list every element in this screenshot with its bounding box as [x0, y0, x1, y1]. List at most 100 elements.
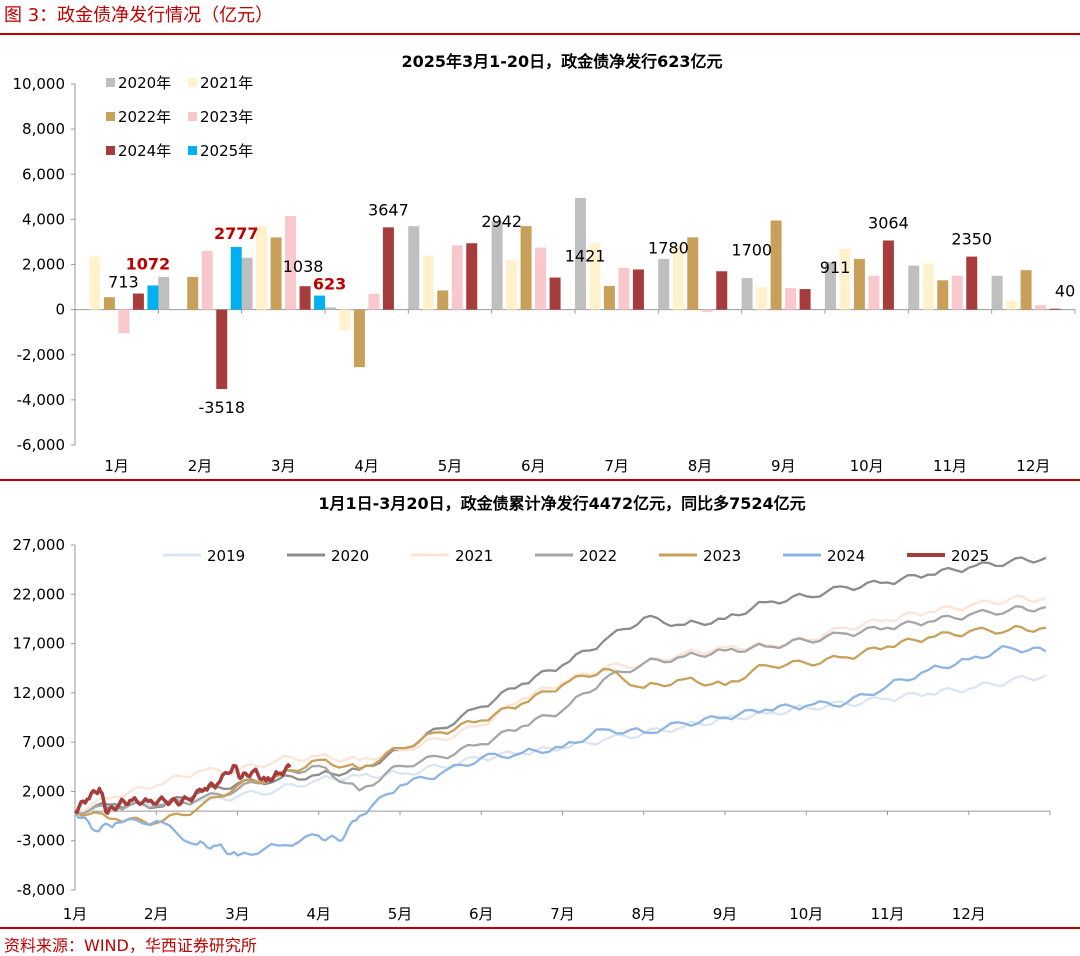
bar-legend-swatch [106, 78, 115, 87]
line-chart-legend: 2019 2020 2021 2022 2023 2024 2025 [163, 547, 989, 565]
bar-2023年-5月 [451, 245, 463, 310]
bar-2020年-3月 [241, 257, 253, 310]
bar-data-label: 3647 [368, 200, 409, 219]
line-legend-label: 2019 [207, 547, 245, 565]
line-x-tick-label: 3月 [225, 905, 250, 923]
bar-x-tick-label: 11月 [933, 457, 967, 475]
line-x-tick-label: 6月 [469, 905, 494, 923]
bar-2024年-11月 [966, 256, 978, 310]
series-line-2025 [74, 763, 292, 815]
middle-rule [0, 479, 1080, 481]
bar-2024年-1月 [132, 293, 144, 310]
bottom-rule [0, 927, 1080, 929]
bar-data-label: 2777 [214, 224, 259, 243]
bar-2024年-4月 [382, 227, 394, 310]
bar-2021年-6月 [506, 259, 518, 310]
bar-legend-swatch [188, 112, 197, 121]
line-x-tick-label: 8月 [631, 905, 656, 923]
bar-legend-label: 2024年 [118, 142, 171, 160]
bar-x-tick-label: 3月 [271, 457, 296, 475]
cumulative-net-issuance-line-chart: 1月1日-3月20日，政金债累计净发行4472亿元，同比多7524亿元 27,0… [13, 494, 1051, 923]
bar-y-tick-label: -4,000 [17, 391, 65, 409]
bar-y-tick-label: -6,000 [17, 436, 65, 454]
bar-y-tick-label: 10,000 [13, 75, 66, 93]
source-note: 资料来源：WIND，华西证券研究所 [4, 936, 257, 955]
bar-2022年-8月 [687, 237, 699, 310]
bar-data-label: 1038 [283, 257, 324, 276]
bar-2024年-3月 [299, 286, 311, 310]
line-legend-label: 2023 [703, 547, 741, 565]
bar-2023年-11月 [951, 275, 963, 310]
bar-2024年-2月 [216, 309, 228, 389]
line-x-tick-label: 11月 [870, 905, 904, 923]
line-x-tick-label: 9月 [713, 905, 738, 923]
line-legend-label: 2022 [579, 547, 617, 565]
line-x-tick-label: 4月 [306, 905, 331, 923]
bar-2021年-9月 [756, 287, 768, 310]
bar-chart-legend: 2020年 2021年 2022年 2023年 2024年 2025年 [106, 74, 253, 160]
bar-y-tick-label: -2,000 [17, 346, 65, 364]
bar-2024年-10月 [882, 240, 894, 310]
bar-2021年-11月 [922, 263, 934, 310]
bar-data-label: 3064 [868, 213, 909, 232]
bar-2020年-8月 [658, 258, 670, 310]
bar-legend-label: 2023年 [200, 108, 253, 126]
series-line-2022 [74, 605, 1047, 816]
bar-data-label: 1700 [731, 240, 772, 259]
line-legend-label: 2021 [455, 547, 493, 565]
line-y-tick-label: -8,000 [17, 881, 65, 899]
bar-2020年-9月 [741, 278, 753, 310]
bar-2022年-9月 [770, 220, 782, 310]
bar-data-label: 1421 [565, 247, 606, 266]
bar-2022年-4月 [353, 309, 365, 368]
bar-2023年-4月 [368, 293, 380, 310]
line-y-tick-label: 7,000 [22, 733, 65, 751]
line-y-tick-label: 27,000 [13, 536, 66, 554]
bar-2020年-7月 [574, 197, 586, 310]
bar-2021年-4月 [339, 309, 351, 330]
bar-2024年-5月 [466, 243, 478, 310]
bar-2024年-7月 [632, 269, 644, 310]
bar-data-label: 1780 [648, 238, 689, 257]
bar-2022年-12月 [1020, 270, 1032, 310]
bar-2025年-3月 [314, 295, 326, 310]
line-y-tick-label: 12,000 [13, 684, 66, 702]
bar-2020年-11月 [908, 265, 920, 310]
figure-title: 图 3：政金债净发行情况（亿元） [4, 5, 274, 26]
line-legend-label: 2024 [827, 547, 865, 565]
bar-2023年-12月 [1035, 305, 1047, 310]
bar-data-label: 911 [820, 258, 851, 277]
bar-y-tick-label: 6,000 [22, 165, 65, 183]
bar-2023年-3月 [285, 215, 297, 310]
bar-2023年-6月 [535, 247, 547, 310]
monthly-net-issuance-bar-chart: 2025年3月1-20日，政金债净发行623亿元 10,000 8,000 6,00… [13, 52, 1076, 475]
bar-2021年-10月 [839, 248, 851, 310]
line-x-tick-label: 7月 [550, 905, 575, 923]
bar-2020年-12月 [991, 275, 1003, 310]
bar-x-tick-label: 10月 [850, 457, 884, 475]
line-y-tick-label: 22,000 [13, 585, 66, 603]
bar-2022年-5月 [437, 290, 449, 310]
line-chart-title: 1月1日-3月20日，政金债累计净发行4472亿元，同比多7524亿元 [318, 494, 805, 513]
bar-2022年-7月 [603, 285, 615, 310]
bar-x-tick-label: 12月 [1016, 457, 1050, 475]
line-x-tick-label: 10月 [789, 905, 823, 923]
bar-2021年-1月 [89, 256, 101, 310]
bar-2023年-8月 [701, 309, 713, 312]
line-x-tick-label: 12月 [952, 905, 986, 923]
bar-data-label: 2350 [951, 230, 992, 249]
bar-x-tick-label: 5月 [438, 457, 463, 475]
bar-2023年-2月 [201, 250, 213, 310]
line-legend-label: 2020 [331, 547, 369, 565]
bar-2021年-12月 [1006, 300, 1018, 310]
bar-legend-swatch [106, 146, 115, 155]
bar-data-label: 40 [1055, 282, 1075, 301]
series-line-2024 [73, 644, 1047, 857]
bar-legend-label: 2021年 [200, 74, 253, 92]
bar-2024年-12月 [1049, 308, 1061, 310]
bar-2022年-10月 [853, 258, 865, 310]
bar-data-label: 713 [108, 273, 139, 292]
series-line-2019 [74, 674, 1047, 815]
bar-legend-swatch [188, 146, 197, 155]
bar-2024年-6月 [549, 277, 561, 310]
